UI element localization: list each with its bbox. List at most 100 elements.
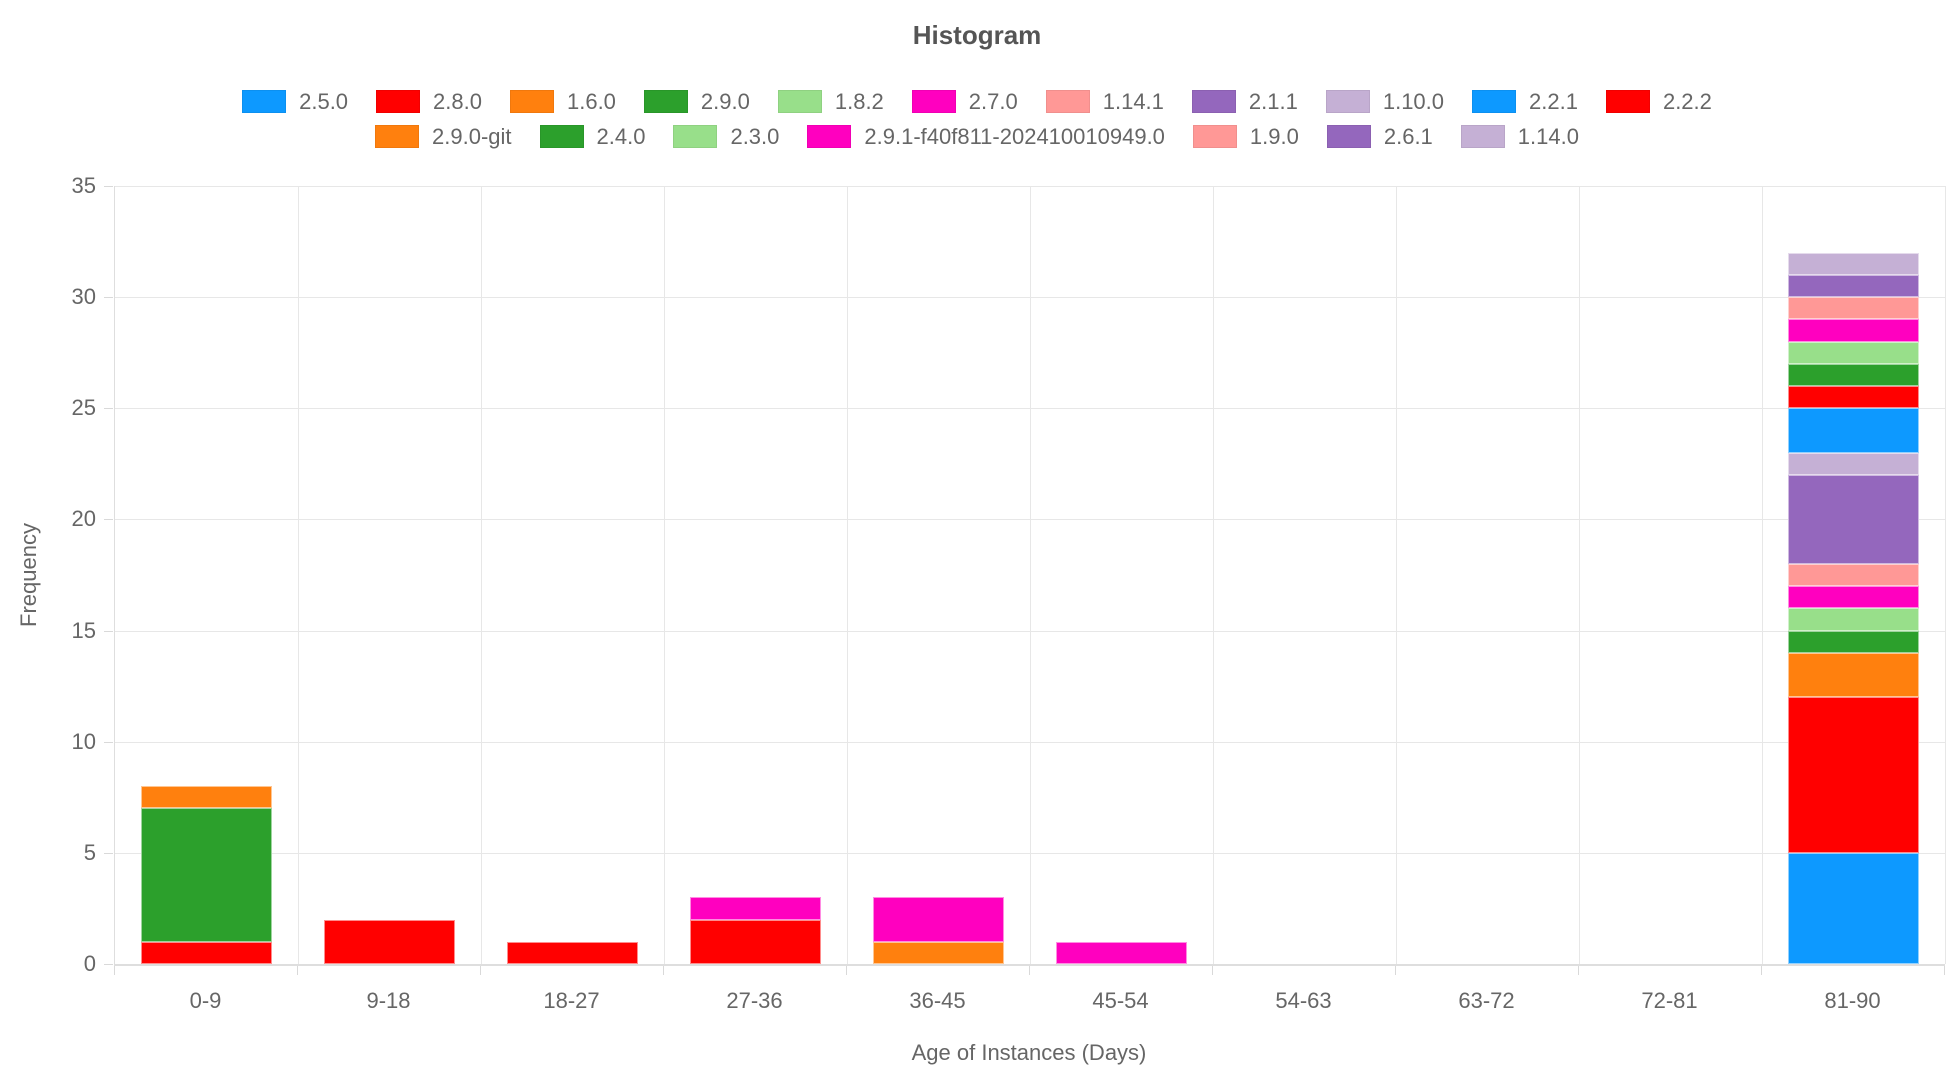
bar-segment-81-90-2.5.0: [1787, 852, 1920, 964]
y-tick-label: 25: [71, 395, 96, 421]
legend-item-2.9.1-f40f811-202410010949.0[interactable]: 2.9.1-f40f811-202410010949.0: [807, 124, 1165, 150]
y-tick-mark: [104, 408, 113, 410]
legend-item-2.7.0[interactable]: 2.7.0: [911, 88, 1018, 115]
legend-item-2.2.2[interactable]: 2.2.2: [1605, 88, 1712, 115]
x-tick-mark: [1578, 966, 1579, 975]
legend-label: 1.9.0: [1249, 123, 1299, 149]
x-tick-mark: [663, 966, 664, 975]
legend-label: 2.4.0: [596, 123, 646, 149]
legend-item-2.4.0[interactable]: 2.4.0: [539, 123, 646, 150]
chart-title: Histogram: [912, 20, 1042, 50]
legend-swatch-icon: [1325, 90, 1370, 113]
bar-segment-27-36-2.7.0: [689, 897, 822, 920]
bar-segment-81-90-1.9.0: [1787, 297, 1920, 320]
legend-item-2.9.0-git[interactable]: 2.9.0-git: [375, 124, 512, 150]
legend-label: 1.6.0: [566, 88, 616, 114]
bin-27-36: [664, 186, 847, 964]
legend-label: 2.5.0: [299, 88, 349, 114]
legend-item-2.1.1[interactable]: 2.1.1: [1191, 88, 1298, 115]
gridline-v: [298, 186, 299, 964]
legend-label: 2.9.0: [700, 88, 750, 114]
bar-segment-18-27-2.8.0: [506, 941, 639, 964]
legend-item-2.6.1[interactable]: 2.6.1: [1326, 124, 1433, 150]
legend-swatch-icon: [1192, 125, 1237, 148]
bin-18-27: [481, 186, 664, 964]
bar-segment-81-90-1.8.2: [1787, 608, 1920, 631]
legend-item-2.5.0[interactable]: 2.5.0: [242, 89, 348, 115]
x-tick-mark: [1395, 966, 1396, 975]
legend-item-2.9.0[interactable]: 2.9.0: [643, 88, 750, 115]
legend-swatch-icon: [673, 125, 718, 148]
legend-item-2.3.0[interactable]: 2.3.0: [673, 124, 779, 150]
legend-item-1.9.0[interactable]: 1.9.0: [1192, 123, 1299, 150]
x-tick-mark: [1944, 966, 1945, 975]
gridline-v: [664, 186, 665, 964]
legend-label: 2.8.0: [433, 88, 482, 114]
bar-segment-81-90-2.2.2: [1787, 386, 1920, 409]
bar-segment-81-90-2.2.1: [1787, 408, 1920, 453]
plot-area: [114, 186, 1946, 966]
bar-segment-0-9-2.9.0: [140, 808, 273, 942]
gridline-v: [1396, 186, 1397, 964]
bar-segment-81-90-2.1.1: [1787, 475, 1920, 564]
gridline-v: [1762, 186, 1763, 964]
legend-swatch-icon: [807, 125, 852, 148]
bin-36-45: [847, 186, 1030, 964]
gridline-v: [1030, 186, 1031, 964]
x-tick-mark: [480, 966, 481, 975]
bar-segment-81-90-1.14.1: [1787, 563, 1920, 587]
bin-63-72: [1396, 186, 1579, 964]
y-tick-mark: [104, 519, 113, 521]
y-tick-label: 30: [71, 284, 96, 310]
legend-swatch-icon: [376, 90, 421, 113]
bar-36-45: [872, 186, 1005, 964]
legend-item-1.6.0[interactable]: 1.6.0: [509, 88, 616, 115]
legend-swatch-icon: [539, 125, 584, 148]
legend-swatch-icon: [1045, 90, 1090, 113]
legend-item-1.14.1[interactable]: 1.14.1: [1045, 89, 1164, 115]
legend: 2.5.0 2.8.0 1.6.0 2.9.0 1.8.2 2.7.0 1.14.1 2.1.…: [0, 84, 1954, 154]
y-tick-label: 20: [71, 506, 96, 532]
legend-item-1.10.0[interactable]: 1.10.0: [1325, 88, 1445, 115]
legend-label: 1.10.0: [1382, 88, 1445, 114]
legend-swatch-icon: [1605, 90, 1650, 113]
legend-item-1.14.0[interactable]: 1.14.0: [1460, 124, 1579, 150]
legend-item-1.8.2[interactable]: 1.8.2: [777, 89, 884, 115]
x-tick-label: 54-63: [1275, 988, 1332, 1013]
bin-0-9: [115, 186, 298, 964]
x-tick-label: 63-72: [1458, 988, 1515, 1013]
bar-9-18: [323, 186, 456, 964]
x-tick-label: 27-36: [726, 988, 783, 1013]
legend-swatch-icon: [643, 90, 688, 113]
x-tick-label: 72-81: [1641, 988, 1698, 1013]
legend-swatch-icon: [911, 90, 956, 113]
bar-27-36: [689, 186, 822, 964]
x-tick-mark: [846, 966, 847, 975]
legend-swatch-icon: [1191, 90, 1236, 113]
legend-label: 2.9.1-f40f811-202410010949.0: [864, 123, 1165, 149]
legend-label: 2.1.1: [1248, 88, 1298, 114]
legend-item-2.8.0[interactable]: 2.8.0: [376, 89, 482, 115]
bar-segment-27-36-2.8.0: [689, 919, 822, 964]
x-tick-mark: [297, 966, 298, 975]
legend-swatch-icon: [1460, 125, 1505, 148]
legend-row-2: 2.9.0-git 2.4.0 2.3.0 2.9.1-f40f811-2024100…: [0, 119, 1954, 154]
legend-swatch-icon: [375, 125, 420, 148]
legend-swatch-icon: [242, 90, 287, 113]
legend-item-2.2.1[interactable]: 2.2.1: [1472, 89, 1578, 115]
x-tick-label: 81-90: [1824, 988, 1881, 1013]
x-tick-label: 36-45: [909, 988, 966, 1013]
legend-label: 2.7.0: [968, 88, 1018, 114]
bar-segment-81-90-1.6.0: [1787, 652, 1920, 698]
bin-54-63: [1213, 186, 1396, 964]
legend-label: 2.2.2: [1662, 88, 1712, 114]
x-tick-mark: [114, 966, 115, 975]
x-tick-mark: [1761, 966, 1762, 975]
y-tick-label: 5: [83, 839, 96, 865]
bin-72-81: [1579, 186, 1762, 964]
gridline-v: [847, 186, 848, 964]
bar-segment-36-45-2.7.0: [872, 897, 1005, 942]
bar-segment-81-90-2.9.1-f40f811-202410010949.0: [1787, 319, 1920, 342]
gridline-v: [1579, 186, 1580, 964]
